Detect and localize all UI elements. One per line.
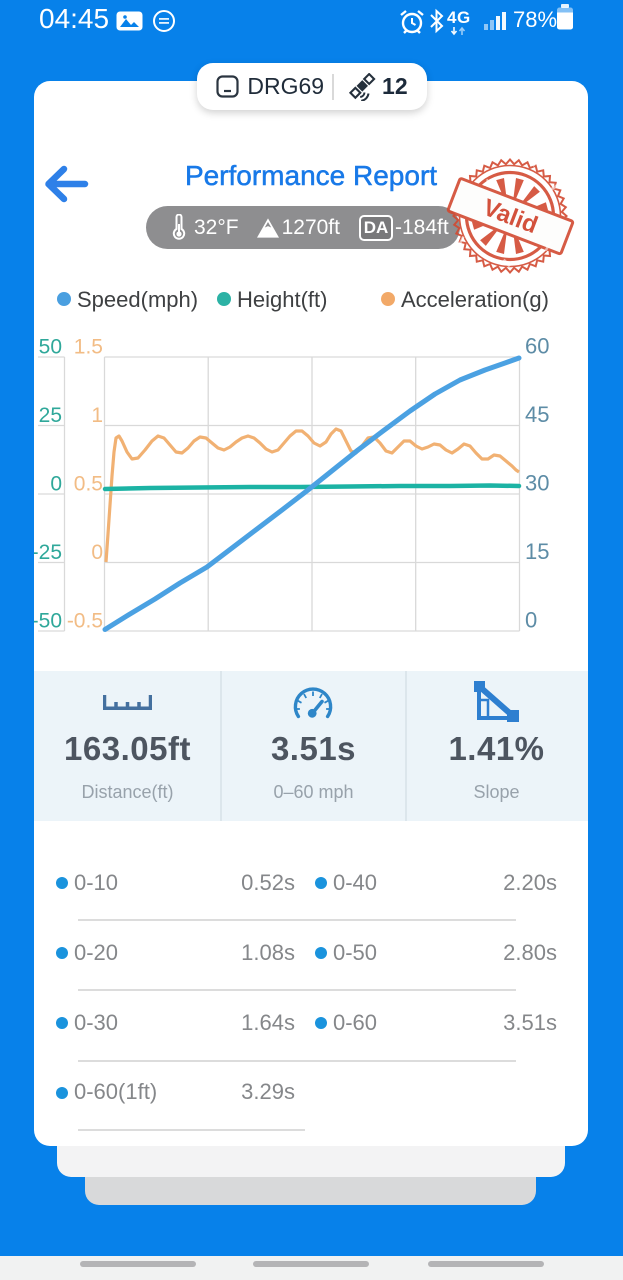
svg-text:45: 45	[525, 402, 549, 427]
svg-text:50: 50	[39, 336, 62, 359]
svg-text:0: 0	[525, 608, 537, 633]
svg-text:1: 1	[91, 404, 103, 427]
svg-text:60: 60	[525, 334, 549, 359]
svg-text:-25: -25	[34, 541, 62, 564]
svg-text:-50: -50	[34, 610, 62, 633]
svg-text:30: 30	[525, 471, 549, 496]
svg-text:15: 15	[525, 539, 549, 564]
svg-text:25: 25	[39, 404, 62, 427]
svg-text:1.5: 1.5	[74, 336, 103, 359]
svg-text:0: 0	[91, 541, 103, 564]
svg-text:0.5: 0.5	[74, 473, 103, 496]
svg-text:0: 0	[50, 473, 62, 496]
svg-text:-0.5: -0.5	[67, 610, 103, 633]
